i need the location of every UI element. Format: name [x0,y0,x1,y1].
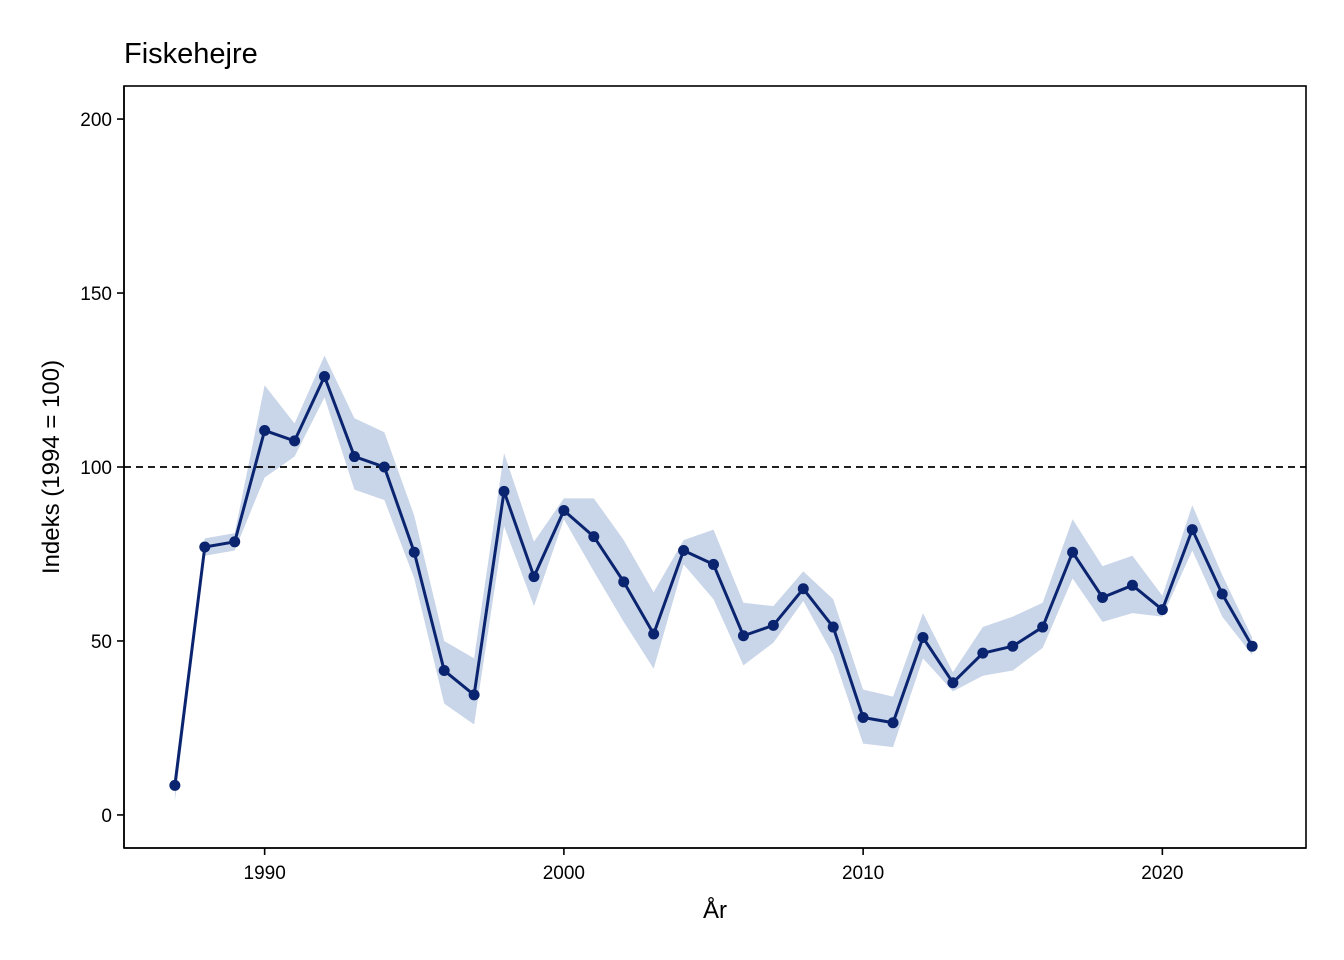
data-point-2003 [648,628,660,640]
y-tick-label-0: 0 [101,806,112,827]
data-point-1994 [378,461,390,473]
x-tick-label-2000: 2000 [543,863,585,884]
x-axis-title: År [703,896,727,924]
data-point-1998 [498,485,510,497]
series-points-layer [169,371,1258,791]
x-tick-label-2010: 2010 [842,863,884,884]
data-point-2000 [558,504,570,516]
y-axis: 0 50 100 150 200 [80,86,125,848]
confidence-band-layer [174,355,1253,802]
confidence-band [174,355,1253,802]
y-tick-label-150: 150 [80,284,112,305]
data-point-1999 [528,571,540,583]
data-point-2022 [1216,588,1228,600]
data-point-2010 [857,712,869,724]
data-point-1995 [408,546,420,558]
data-point-1989 [229,536,241,548]
y-tick-label-100: 100 [80,458,112,479]
y-tick-label-50: 50 [91,632,112,653]
data-point-2015 [1007,640,1019,652]
data-point-1988 [199,541,211,553]
data-point-2008 [797,583,809,595]
data-point-2019 [1126,579,1138,591]
data-point-2017 [1067,546,1079,558]
x-tick-label-2020: 2020 [1141,863,1183,884]
data-point-1990 [259,424,271,436]
data-point-1997 [468,689,480,701]
data-point-2009 [827,621,839,633]
data-point-1991 [289,435,301,447]
data-point-2004 [678,545,690,557]
data-point-2011 [887,717,899,729]
data-point-2020 [1156,604,1168,616]
data-point-1996 [438,665,450,677]
data-point-2013 [947,677,959,689]
y-tick-label-200: 200 [80,110,112,131]
data-point-2014 [977,647,989,659]
data-point-1992 [318,371,330,383]
x-axis: 1990 2000 2010 2020 [124,847,1306,884]
data-point-2006 [737,630,749,642]
x-tick-label-1990: 1990 [244,863,286,884]
data-point-2023 [1246,640,1258,652]
data-point-2005 [708,558,720,570]
data-point-2002 [618,576,630,588]
data-point-1993 [348,451,360,463]
chart-title: Fiskehejre [124,38,258,70]
data-point-2007 [767,619,779,631]
y-axis-title: Indeks (1994 = 100) [38,360,65,574]
data-point-2016 [1037,621,1049,633]
data-point-2018 [1097,591,1109,603]
data-point-2021 [1186,524,1198,536]
data-point-2001 [588,531,600,543]
data-point-2012 [917,631,929,643]
data-point-1987 [169,779,181,791]
